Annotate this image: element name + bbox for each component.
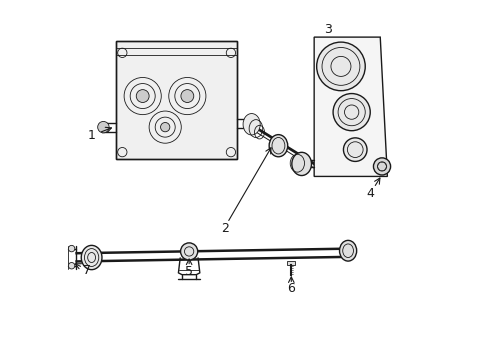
Circle shape (332, 94, 369, 131)
Text: 6: 6 (287, 283, 295, 296)
Ellipse shape (81, 246, 102, 270)
Ellipse shape (291, 152, 311, 176)
Ellipse shape (339, 240, 356, 261)
Ellipse shape (243, 113, 260, 135)
Text: 1: 1 (87, 129, 95, 142)
Bar (116, 41, 237, 158)
Circle shape (181, 90, 193, 103)
Circle shape (373, 158, 390, 175)
Circle shape (316, 42, 365, 91)
Polygon shape (313, 37, 386, 176)
Text: 7: 7 (83, 264, 91, 276)
Ellipse shape (268, 135, 287, 157)
Circle shape (98, 121, 109, 133)
Text: 5: 5 (185, 265, 193, 278)
Circle shape (180, 243, 197, 260)
Circle shape (160, 122, 169, 132)
Bar (287, 261, 295, 265)
Circle shape (68, 262, 75, 269)
Bar (116, 41, 237, 158)
Text: 2: 2 (221, 222, 228, 235)
Circle shape (136, 90, 149, 103)
Text: 3: 3 (324, 23, 332, 36)
Circle shape (68, 246, 75, 252)
Circle shape (343, 138, 366, 161)
Text: 4: 4 (366, 187, 373, 200)
